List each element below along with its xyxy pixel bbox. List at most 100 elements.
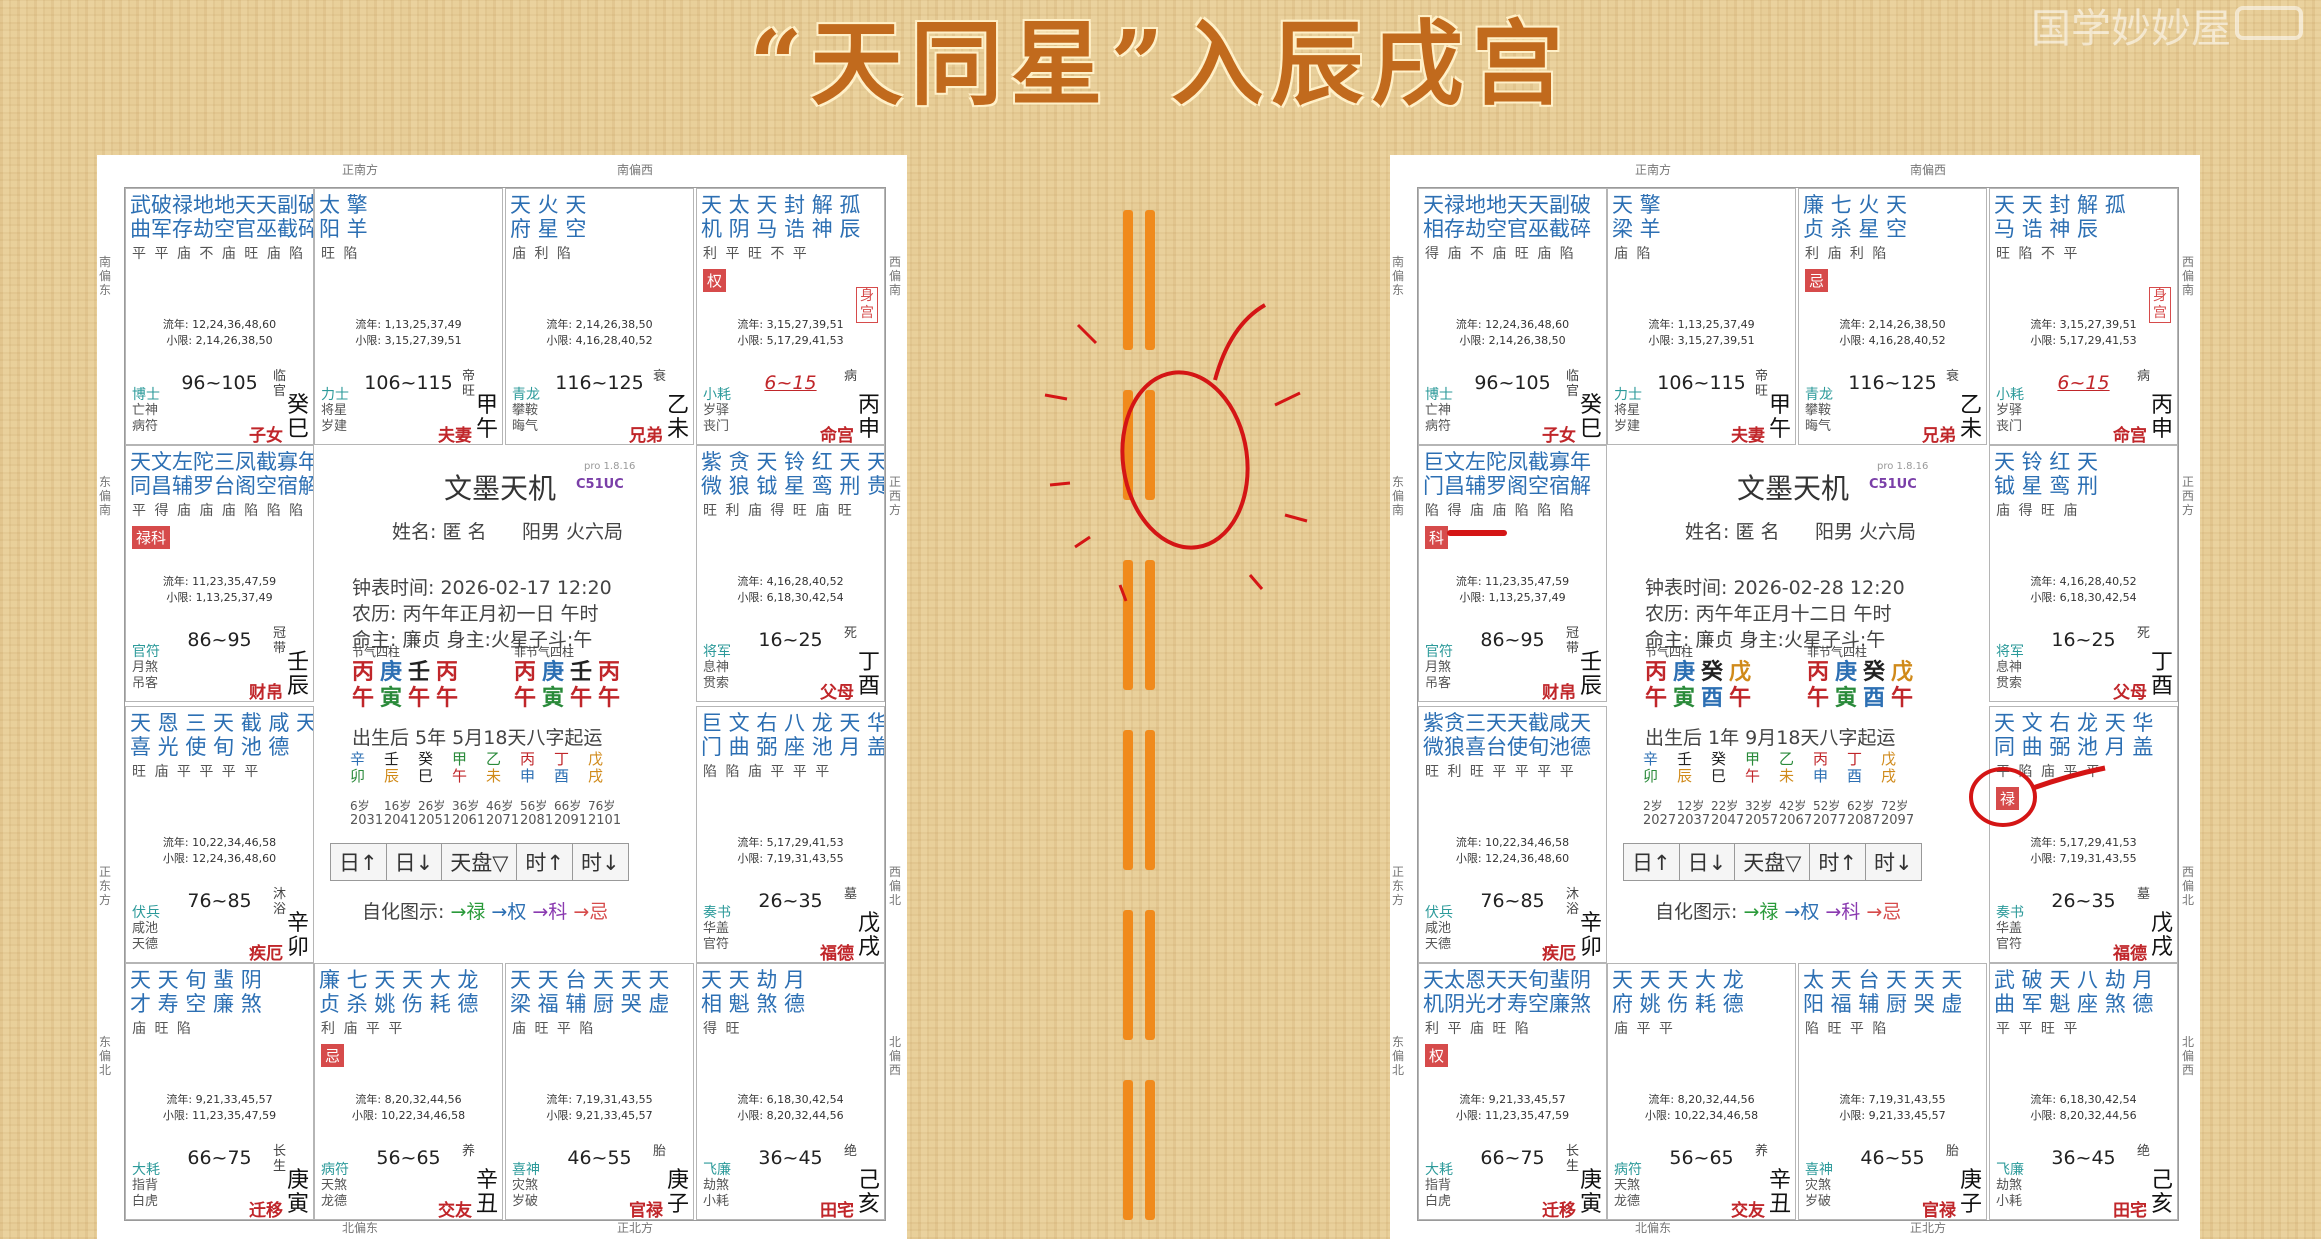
star-brightness: 平 平 旺 平 [1996,1021,2080,1037]
flow-years: 流年: 1,13,25,37,49 小限: 3,15,27,39,51 [355,318,462,347]
palace-6[interactable]: 紫贪三天天截咸天 微狼喜台使旬池德 旺 利 旺 平 平 平 平 流年: 10,22… [1418,706,1607,963]
star-names: 太 擎阳 羊 [319,193,368,241]
palace-ganzhi: 癸巳 [1580,393,1603,442]
palace-6[interactable]: 天 恩 三 天 截 咸 天喜 光 使 旬 池 德 旺 庙 平 平 平 平 流年:… [125,706,314,963]
minor-stars: 病符 天煞 龙德 [1614,1162,1642,1209]
minor-stars: 青龙 攀鞍 晦气 [512,387,540,434]
age-range: 116~125 [555,372,644,394]
palace-1[interactable]: 天 擎梁 羊 庙 陷 流年: 1,13,25,37,49 小限: 3,15,27,… [1607,188,1796,445]
palace-9[interactable]: 天 天 天 大 龙府 姚 伤 耗 德 庙 平 平 流年: 8,20,32,44,… [1607,963,1796,1220]
palace-7[interactable]: 天 文 右 龙 天 华同 曲 弼 池 月 盖 平 陷 庙 平 平 禄 流年: 5… [1989,706,2178,963]
changsheng-state: 死 [844,626,858,641]
minor-stars: 将军 息神 贯索 [703,644,731,691]
nav-button-4[interactable]: 时↓ [571,843,629,881]
palace-3[interactable]: 天 天 封 解 孤马 诰 神 辰 旺 陷 不 平 身宫 流年: 3,15,27,… [1989,188,2178,445]
palace-11[interactable]: 天 天 劫 月相 魁 煞 德 得 旺 流年: 6,18,30,42,54 小限: … [696,963,885,1220]
dir-right-3: 西偏北 [2182,865,2195,907]
age-range: 46~55 [1860,1147,1925,1169]
dir-left-3: 正东方 [99,865,112,907]
dir-left-3: 正东方 [1392,865,1405,907]
palace-name: 田宅 [820,1201,854,1220]
minor-stars: 伏兵 咸池 天德 [1425,905,1453,952]
dir-left-4: 东偏北 [1392,1035,1405,1077]
palace-7[interactable]: 巨 文 右 八 龙 天 华门 曲 弼 座 池 月 盖 陷 陷 庙 平 平 平 流… [696,706,885,963]
star-brightness: 旺 陷 不 平 [1996,246,2080,262]
dir-left-2: 东偏南 [1392,475,1405,517]
nav-button-3[interactable]: 时↑ [516,843,573,881]
center-info: 文墨天机 pro 1.8.16 C51UC 姓名: 匿 名 阳男 火六局 钟表时… [1607,445,1989,963]
palace-ganzhi: 己亥 [858,1168,881,1217]
changsheng-state: 病 [2137,369,2151,384]
palace-5[interactable]: 天 铃 红 天钺 星 鸾 刑 庙 得 旺 庙 流年: 4,16,28,40,52… [1989,445,2178,702]
flow-years: 流年: 2,14,26,38,50 小限: 4,16,28,40,52 [1839,318,1946,347]
nav-button-2[interactable]: 天盘▽ [441,843,518,881]
center-info: 文墨天机 pro 1.8.16 C51UC 姓名: 匿 名 阳男 火六局 钟表时… [314,445,696,963]
star-names: 天 天 封 解 孤马 诰 神 辰 [1994,193,2126,241]
app-code: C51UC [576,477,624,492]
palace-4[interactable]: 巨文左陀凤截寡年 门昌辅罗阁空宿解 陷 得 庙 庙 陷 陷 陷 科 流年: 11,… [1418,445,1607,702]
minor-stars: 官符 月煞 吊客 [1425,644,1453,691]
minor-stars: 伏兵 咸池 天德 [132,905,160,952]
star-brightness: 利 庙 利 陷 [1805,246,1889,262]
age-range: 46~55 [567,1147,632,1169]
palace-8[interactable]: 天 天 旬 蜚 阴才 寿 空 廉 煞 庙 旺 陷 流年: 9,21,33,45,… [125,963,314,1220]
palace-2[interactable]: 廉 七 火 天贞 杀 星 空 利 庙 利 陷 忌 流年: 2,14,26,38,… [1798,188,1987,445]
palace-0[interactable]: 天禄地地天天副破 相存劫空官巫截碎 得 庙 不 庙 旺 庙 陷 流年: 12,24… [1418,188,1607,445]
four-pillars: 丙庚壬丙 午寅午午 [352,659,459,711]
changsheng-state: 帝旺 [1755,369,1769,399]
palace-10[interactable]: 太 天 台 天 天 天阳 福 辅 厨 哭 虚 陷 旺 平 陷 流年: 7,19,… [1798,963,1987,1220]
palace-2[interactable]: 天 火 天府 星 空 庙 利 陷 流年: 2,14,26,38,50 小限: 4,… [505,188,694,445]
palace-0[interactable]: 武破禄地地天天副破 曲军存劫空官巫截碎 平 平 庙 不 庙 旺 庙 陷 流年: 1… [125,188,314,445]
star-names: 天 天 劫 月相 魁 煞 德 [701,968,806,1016]
flow-years: 流年: 9,21,33,45,57 小限: 11,23,35,47,59 [1455,1093,1570,1122]
palace-11[interactable]: 武 破 天 八 劫 月曲 军 魁 座 煞 德 平 平 旺 平 流年: 6,18,… [1989,963,2178,1220]
flow-years: 流年: 8,20,32,44,56 小限: 10,22,34,46,58 [1644,1093,1759,1122]
clock-time: 钟表时间: 2026-02-28 12:20 [1645,577,1905,599]
palace-name: 官禄 [629,1201,663,1220]
palace-ganzhi: 丙申 [858,393,881,442]
palace-ganzhi: 壬辰 [287,650,310,699]
minor-stars: 小耗 岁驿 丧门 [1996,387,2024,434]
palace-name: 疾厄 [1542,944,1576,963]
palace-ganzhi: 辛丑 [1769,1168,1792,1217]
flow-years: 流年: 3,15,27,39,51 小限: 5,17,29,41,53 [737,318,844,347]
nav-button-0[interactable]: 日↑ [330,843,387,881]
nav-button-1[interactable]: 日↓ [1678,843,1736,881]
changsheng-state: 养 [1755,1144,1769,1159]
app-version: pro 1.8.16 [1877,461,1929,472]
palace-5[interactable]: 紫 贪 天 铃 红 天 天微 狼 钺 星 鸾 刑 贵 旺 利 庙 得 旺 庙 旺… [696,445,885,702]
palace-3[interactable]: 天 太 天 封 解 孤机 阴 马 诰 神 辰 利 平 旺 不 平 权 身宫 流年… [696,188,885,445]
palace-ganzhi: 辛丑 [476,1168,499,1217]
dir-bottom-right: 正北方 [617,1221,654,1235]
star-brightness: 得 庙 不 庙 旺 庙 陷 [1425,246,1576,262]
palace-10[interactable]: 天 天 台 天 天 天梁 福 辅 厨 哭 虚 庙 旺 平 陷 流年: 7,19,… [505,963,694,1220]
nav-button-3[interactable]: 时↑ [1809,843,1866,881]
palace-ganzhi: 乙未 [1960,393,1983,442]
palace-name: 迁移 [249,1201,283,1220]
chart-left: 正南方 南偏西 北偏东 正北方 南偏东 东偏南 正东方 东偏北 西偏南 正西方 … [97,155,907,1239]
changsheng-state: 长生 [1566,1144,1580,1174]
palace-name: 兄弟 [1922,426,1956,445]
palace-4[interactable]: 天文左陀三凤截寡年 同昌辅罗台阁空宿解 平 得 庙 庙 庙 陷 陷 陷 禄科 流年… [125,445,314,702]
palace-name: 命宫 [2113,426,2147,445]
palace-8[interactable]: 天太恩天天旬蜚阴 机阴光才寿空廉煞 利 平 庙 旺 陷 权 流年: 9,21,33… [1418,963,1607,1220]
nav-button-4[interactable]: 时↓ [1864,843,1922,881]
palace-name: 福德 [2113,944,2147,963]
nav-button-1[interactable]: 日↓ [385,843,443,881]
palace-9[interactable]: 廉 七 天 天 大 龙贞 杀 姚 伤 耗 德 利 庙 平 平 忌 流年: 8,2… [314,963,503,1220]
palace-ganzhi: 戊戌 [2151,911,2174,960]
four-pillars: 丙庚壬丙 午寅午午 [514,659,621,711]
nav-button-0[interactable]: 日↑ [1623,843,1680,881]
nav-button-2[interactable]: 天盘▽ [1734,843,1811,881]
palace-1[interactable]: 太 擎阳 羊 旺 陷 流年: 1,13,25,37,49 小限: 3,15,27,… [314,188,503,445]
star-names: 天 恩 三 天 截 咸 天喜 光 使 旬 池 德 [130,711,314,759]
minor-stars: 病符 天煞 龙德 [321,1162,349,1209]
flow-years: 流年: 8,20,32,44,56 小限: 10,22,34,46,58 [351,1093,466,1122]
star-names: 巨 文 右 八 龙 天 华门 曲 弼 座 池 月 盖 [701,711,885,759]
gender-ju: 阳男 火六局 [522,521,624,543]
age-range: 36~45 [758,1147,823,1169]
dir-top-right: 南偏西 [617,163,654,177]
age-range: 76~85 [1480,890,1545,912]
minor-stars: 飞廉 劫煞 小耗 [1996,1162,2024,1209]
age-range: 6~15 [2057,372,2110,394]
